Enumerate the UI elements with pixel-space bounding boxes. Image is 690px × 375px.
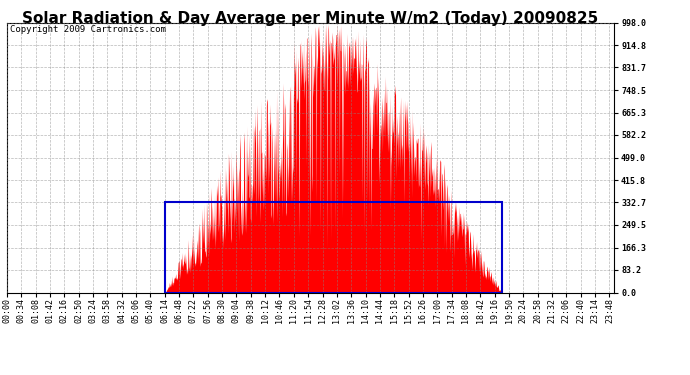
Bar <box>165 202 502 292</box>
Text: Solar Radiation & Day Average per Minute W/m2 (Today) 20090825: Solar Radiation & Day Average per Minute… <box>22 11 599 26</box>
Text: Copyright 2009 Cartronics.com: Copyright 2009 Cartronics.com <box>10 25 166 34</box>
